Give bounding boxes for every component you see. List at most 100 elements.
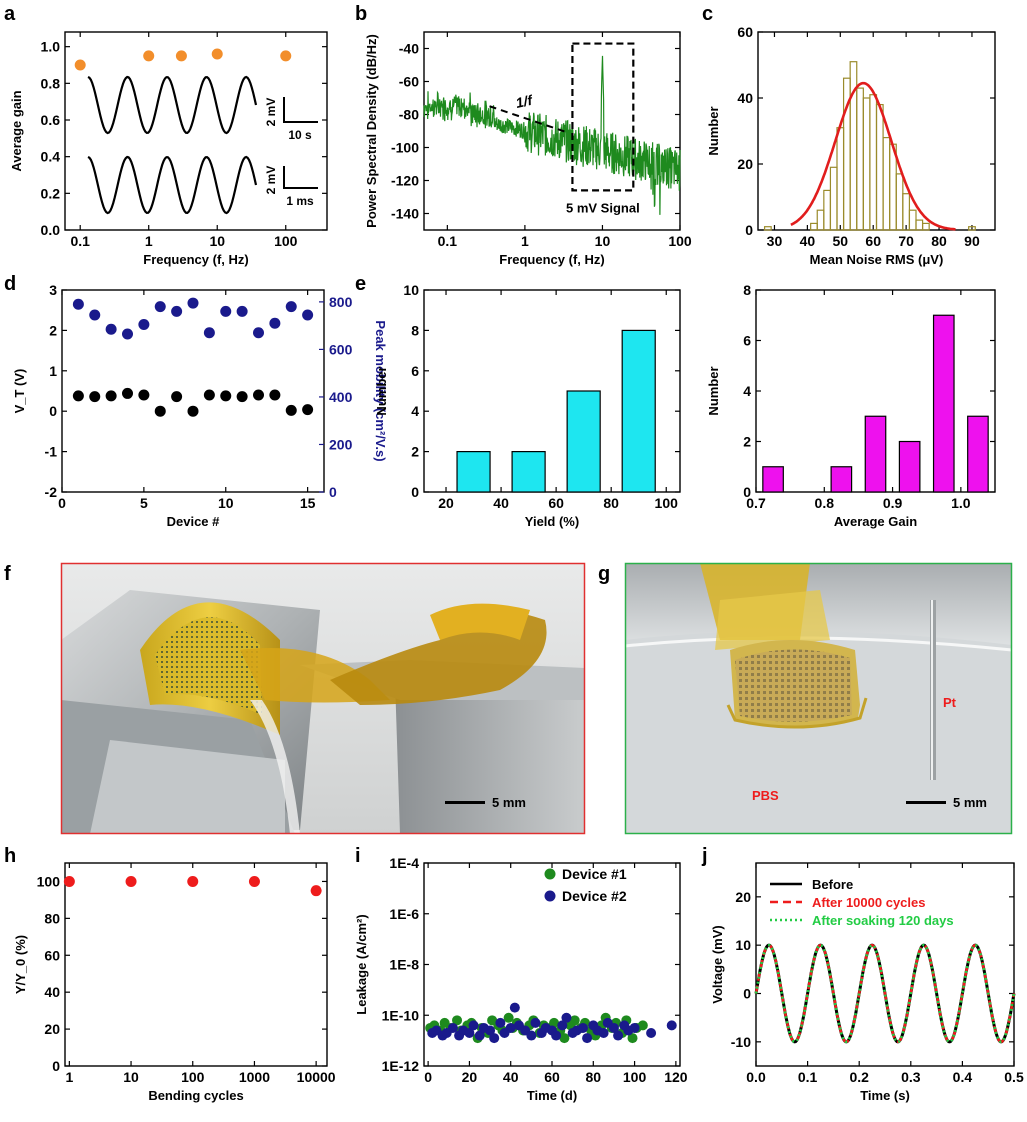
y-tick-label: 0.6 — [41, 112, 61, 128]
x-tick-label: 1 — [65, 1069, 73, 1085]
panel-label-e: e — [355, 273, 366, 295]
histogram-bar — [566, 390, 601, 493]
y-tick-label: 1E-10 — [382, 1007, 420, 1023]
chart-i: 0 20 40 60 80 100 120 1E-12 1E-10 1E-8 1E-6 1E-4 Tim… — [354, 855, 688, 1103]
histogram-bar — [882, 137, 891, 231]
y-axis-label: Average gain — [9, 90, 24, 171]
x-tick-label: 1.0 — [951, 495, 971, 511]
y-tick-label: -1 — [45, 444, 58, 460]
y-axis-label: Power Spectral Density (dB/Hz) — [364, 34, 379, 228]
y-tick-label: 10 — [403, 282, 419, 298]
vt-point — [187, 405, 199, 417]
histogram-bar — [830, 466, 853, 493]
leakage-point-1 — [637, 1020, 648, 1031]
histogram-bar — [869, 94, 878, 231]
leakage-point-2 — [561, 1012, 572, 1023]
chart-e-left: 20 40 60 80 100 0 2 4 6 8 10 Yield (%) Number — [374, 282, 681, 529]
mobility-point — [138, 318, 150, 330]
y-tick-label: 6 — [743, 333, 751, 349]
chart-b: 0.1 1 10 100 -140 -120 -100 -80 -60 -40 Frequency … — [364, 31, 692, 267]
histogram-bar — [915, 219, 924, 231]
leakage-point-1 — [549, 1017, 560, 1028]
x-axis-label: Device # — [167, 514, 221, 529]
y-tick-label: 1.0 — [41, 39, 61, 55]
y-axis-label: Number — [706, 106, 721, 155]
vt-point — [122, 387, 133, 399]
legend-marker — [544, 890, 556, 902]
y-axis-label: Number — [706, 366, 721, 415]
x-tick-label: 70 — [898, 233, 914, 249]
vt-point — [105, 390, 117, 402]
x-tick-label: 60 — [544, 1069, 560, 1085]
y-tick-label: 8 — [743, 282, 751, 298]
histogram-bar — [968, 226, 976, 231]
x-tick-label: 0 — [424, 1069, 432, 1085]
x-tick-label: 0.4 — [953, 1069, 973, 1085]
leakage-point-2 — [509, 1002, 520, 1013]
y-tick-label: 0.4 — [41, 149, 61, 165]
leakage-point-2 — [447, 1022, 458, 1033]
x-axis-label: Mean Noise RMS (μV) — [810, 252, 944, 267]
panel-label-c: c — [702, 3, 713, 25]
leakage-point-2 — [646, 1028, 657, 1039]
x-tick-label: 120 — [664, 1069, 688, 1085]
mobility-point — [302, 309, 314, 321]
photo-g-border — [624, 562, 1013, 835]
leakage-point-2 — [577, 1022, 588, 1033]
y-tick-label: -10 — [731, 1034, 751, 1050]
x-axis-label: Bending cycles — [148, 1088, 243, 1103]
x-tick-label: 0.1 — [70, 233, 90, 249]
x-tick-label: 100 — [655, 495, 679, 511]
y-tick-label: 20 — [44, 1021, 60, 1037]
mobility-point — [89, 309, 101, 321]
x-tick-label: 0.1 — [438, 233, 458, 249]
y-tick-label: 0 — [743, 986, 751, 1002]
vt-point — [72, 390, 84, 402]
x-tick-label: 1 — [521, 233, 529, 249]
signal-box-label: 5 mV Signal — [566, 200, 640, 215]
leakage-point-1 — [503, 1012, 514, 1023]
x-tick-label: 20 — [438, 495, 454, 511]
leakage-point-1 — [452, 1015, 463, 1026]
x-tick-label: 40 — [493, 495, 509, 511]
y-axis-label: Voltage (mV) — [710, 925, 725, 1004]
y-tick-label: -60 — [399, 74, 419, 90]
leakage-point-2 — [495, 1017, 506, 1028]
vt-point — [285, 404, 297, 416]
y-tick-label: -120 — [391, 173, 419, 189]
y-tick-label: 1E-6 — [389, 906, 419, 922]
legend-label: Device #1 — [562, 866, 627, 882]
vt-point — [171, 391, 183, 403]
y-axis-label: Leakage (A/cm²) — [354, 914, 369, 1014]
panel-label-f: f — [4, 563, 11, 585]
inset-scale-bar-2 — [283, 166, 318, 189]
y-tick-label: 80 — [44, 910, 60, 926]
voltage-trace — [754, 943, 1016, 1044]
legend-label: Device #2 — [562, 888, 627, 904]
x-tick-label: 1000 — [239, 1069, 270, 1085]
signal-box — [571, 42, 635, 192]
y-tick-label: 6 — [411, 363, 419, 379]
chart-a: 0.1 1 10 100 0.0 0.2 0.4 0.6 0.8 1.0 Frequency (f,… — [9, 31, 328, 267]
one-over-f-line — [489, 105, 569, 134]
y2-axis-label: Peak mobility (cm²/V.s) — [373, 320, 388, 461]
leakage-point-1 — [569, 1015, 580, 1026]
x-tick-label: 100 — [181, 1069, 205, 1085]
data-point — [280, 50, 292, 62]
mobility-point — [236, 305, 248, 317]
y-tick-label: 3 — [49, 282, 57, 298]
leakage-point-1 — [627, 1033, 638, 1044]
photo-f: 5 mm — [60, 562, 586, 835]
y-tick-label: 0.0 — [41, 222, 61, 238]
mobility-point — [269, 317, 281, 329]
mobility-point — [187, 297, 199, 309]
x-axis-label: Average Gain — [834, 514, 917, 529]
y-tick-label: 1E-8 — [389, 957, 419, 973]
x-tick-label: 30 — [767, 233, 783, 249]
histogram-bar — [864, 415, 887, 493]
y2-tick-label: 0 — [329, 484, 337, 500]
data-point — [125, 875, 137, 887]
leakage-point-2 — [629, 1022, 640, 1033]
mobility-point — [72, 298, 84, 310]
histogram-bar — [862, 97, 871, 231]
